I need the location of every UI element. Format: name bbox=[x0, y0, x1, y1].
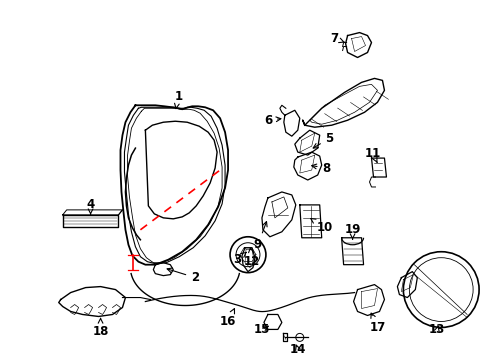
Text: 12: 12 bbox=[244, 248, 260, 268]
Text: 8: 8 bbox=[311, 162, 330, 175]
Text: 6: 6 bbox=[263, 114, 280, 127]
Text: 10: 10 bbox=[310, 219, 332, 234]
Text: 13: 13 bbox=[428, 323, 445, 336]
Text: 17: 17 bbox=[368, 313, 385, 334]
Text: 4: 4 bbox=[86, 198, 95, 214]
Text: 15: 15 bbox=[253, 323, 269, 336]
Text: 9: 9 bbox=[253, 222, 266, 251]
Text: 5: 5 bbox=[312, 132, 333, 148]
Text: 18: 18 bbox=[92, 319, 108, 338]
Text: 14: 14 bbox=[289, 343, 305, 356]
Text: 3: 3 bbox=[232, 252, 246, 266]
Text: 16: 16 bbox=[220, 309, 236, 328]
Text: 7: 7 bbox=[330, 32, 344, 45]
Text: 11: 11 bbox=[364, 147, 380, 162]
Text: 19: 19 bbox=[344, 223, 360, 239]
Text: 1: 1 bbox=[174, 90, 182, 109]
Text: 2: 2 bbox=[167, 268, 199, 284]
